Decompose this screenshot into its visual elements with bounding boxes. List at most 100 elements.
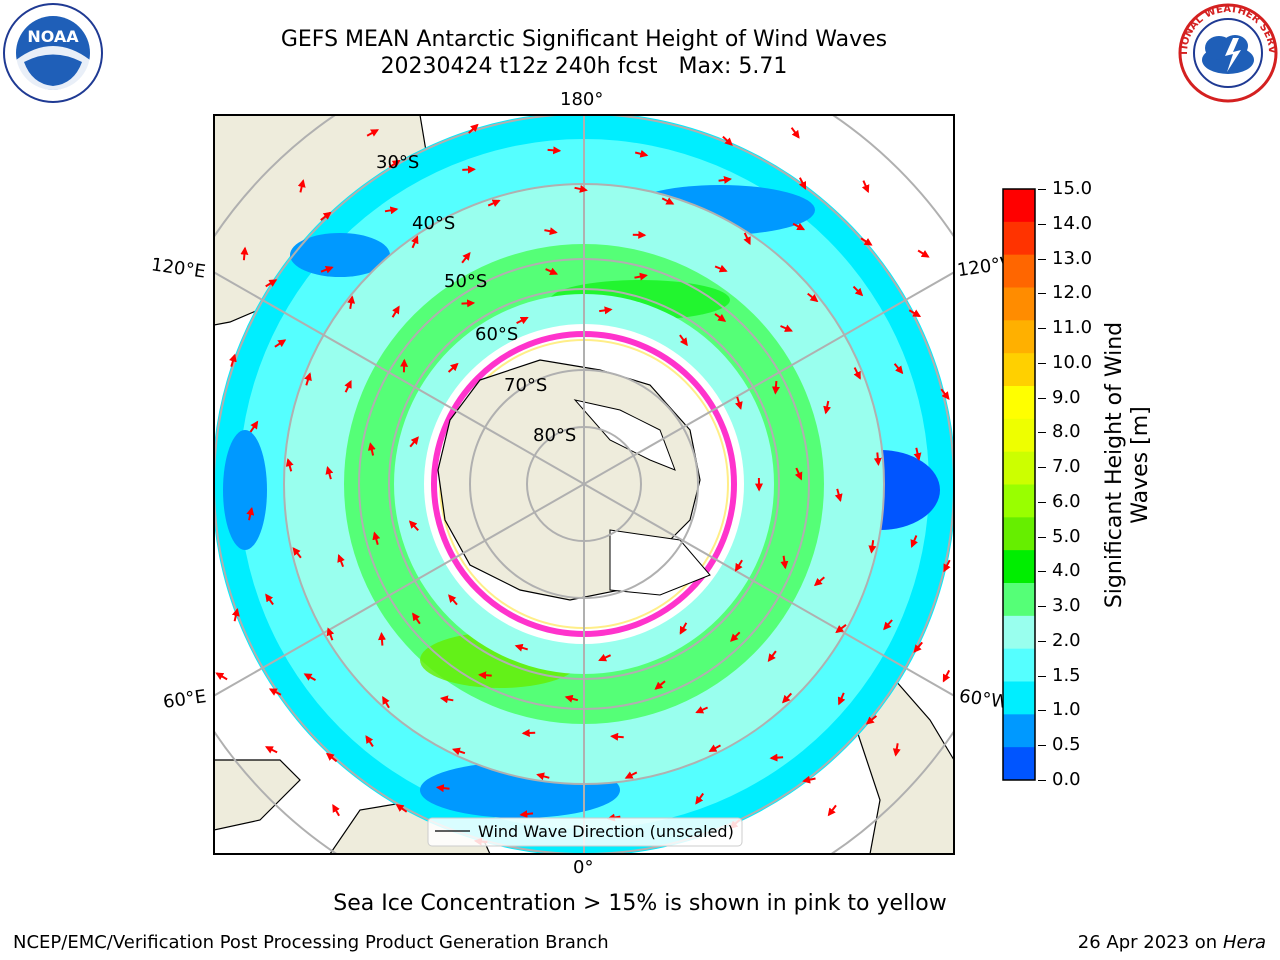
wind-arrow [516, 316, 529, 325]
footer-host: Hera [1222, 932, 1266, 953]
lon-label-0: 0° [573, 857, 594, 878]
wind-arrow [366, 129, 380, 137]
wind-arrow [913, 641, 923, 653]
wind-arrow [917, 249, 930, 258]
wind-arrow [771, 381, 780, 395]
wind-arrow [514, 643, 528, 652]
colorbar-tick-label: 15.0 [1052, 178, 1093, 199]
colorbar-tick-mark [1038, 189, 1046, 190]
wind-arrow [769, 753, 784, 762]
wind-arrow [372, 531, 381, 545]
wind-arrow [837, 692, 846, 706]
wind-arrow [344, 379, 352, 393]
madagascar-land [214, 759, 301, 831]
wind-arrow [408, 520, 419, 531]
wind-arrow [388, 159, 401, 169]
wind-arrow [708, 744, 721, 752]
colorbar-tick-label: 13.0 [1052, 247, 1093, 269]
colorbar-tick-label: 5.0 [1052, 525, 1081, 547]
wind-arrow [714, 264, 728, 273]
wind-arrow [792, 222, 806, 231]
colorbar-tick-label: 1.5 [1052, 664, 1081, 686]
footer-right: 26 Apr 2023 on Hera [1078, 932, 1266, 953]
wind-arrow [743, 232, 751, 246]
wind-arrow [852, 285, 864, 297]
lon-label-120e: 120°E [149, 254, 207, 283]
wind-arrow [545, 267, 559, 276]
wind-arrow [823, 400, 832, 415]
colorbar-segment [1003, 254, 1035, 288]
colorbar-tick-mark [1038, 293, 1046, 295]
wind-arrow [303, 673, 316, 681]
colorbar-tick-label: 8.0 [1052, 421, 1081, 443]
wind-arrow [802, 775, 816, 784]
wind-arrow [215, 672, 228, 681]
wind-arrow [913, 447, 922, 462]
wind-arrow [337, 554, 345, 568]
colorbar-segment [1003, 451, 1035, 485]
wind-arrow [478, 671, 492, 680]
colorbar-tick-mark [1038, 432, 1046, 434]
footer-date: 26 Apr 2023 on [1077, 932, 1223, 953]
wind-arrow [264, 746, 278, 754]
wind-arrow [780, 324, 793, 332]
wind-arrow [377, 632, 386, 646]
wind-arrow [730, 631, 741, 642]
colorbar-tick-label: 1.0 [1052, 699, 1081, 721]
caption: Sea Ice Concentration > 15% is shown in … [333, 891, 947, 916]
wind-arrow [468, 123, 479, 134]
wind-arrow [231, 607, 240, 622]
colorbar-tick-label: 3.0 [1052, 595, 1081, 617]
colorbar-tick-label: 2.0 [1052, 629, 1081, 651]
colorbar-segment [1003, 714, 1035, 748]
colorbar-tick-label: 0.5 [1052, 734, 1081, 756]
colorbar-segment [1003, 615, 1035, 650]
wind-arrow [827, 804, 837, 817]
wind-arrow [384, 206, 399, 215]
wind-arrow [544, 227, 558, 236]
wind-arrow [853, 367, 861, 380]
wind-arrow [365, 735, 374, 747]
wind-arrow [487, 199, 501, 207]
wind-arrow [395, 803, 408, 813]
wind-arrow [574, 184, 588, 193]
colorbar-tick-label: 4.0 [1052, 560, 1081, 582]
colorbar-tick-label: 11.0 [1052, 317, 1093, 339]
wind-arrow [462, 165, 476, 174]
colorbar-tick-label: 9.0 [1052, 386, 1081, 408]
wind-arrow [274, 339, 287, 348]
lat-label-70s: 70°S [504, 375, 547, 396]
colorbar-tick-mark [1038, 258, 1046, 260]
wind-arrow [873, 452, 882, 466]
wind-arrow [391, 305, 400, 318]
wind-arrow [409, 436, 419, 448]
wind-arrow [292, 547, 302, 559]
wind-arrow [654, 680, 666, 690]
wind-arrow [661, 197, 675, 205]
colorbar-tick-label: 0.0 [1052, 769, 1081, 790]
legend-box [427, 817, 743, 847]
wind-arrow [451, 747, 466, 756]
wind-arrow [598, 653, 612, 662]
wind-arrow [268, 688, 282, 696]
noaa-logo: NOAA [3, 3, 103, 103]
colorbar-segment [1003, 221, 1035, 256]
wind-arrow [435, 784, 450, 793]
wind-arrow [412, 612, 421, 625]
chart-subtitle: 20230424 t12z 240h fcst Max: 5.71 [0, 54, 1168, 80]
map-frame [213, 114, 955, 855]
wind-arrow [439, 695, 454, 704]
wind-arrow [547, 146, 562, 155]
wind-arrow [883, 619, 893, 631]
wind-arrow [767, 650, 777, 662]
colorbar-tick-mark [1038, 710, 1046, 712]
wind-arrow [798, 177, 807, 190]
wind-arrow [718, 175, 732, 184]
wind-arrow [780, 555, 789, 570]
wind-arrow [794, 467, 803, 481]
wind-arrow [265, 279, 278, 288]
colorbar-tick-mark [1038, 328, 1046, 330]
colorbar-tick-label: 14.0 [1052, 212, 1093, 234]
wind-arrow [834, 488, 843, 503]
wind-arrow [229, 353, 237, 367]
